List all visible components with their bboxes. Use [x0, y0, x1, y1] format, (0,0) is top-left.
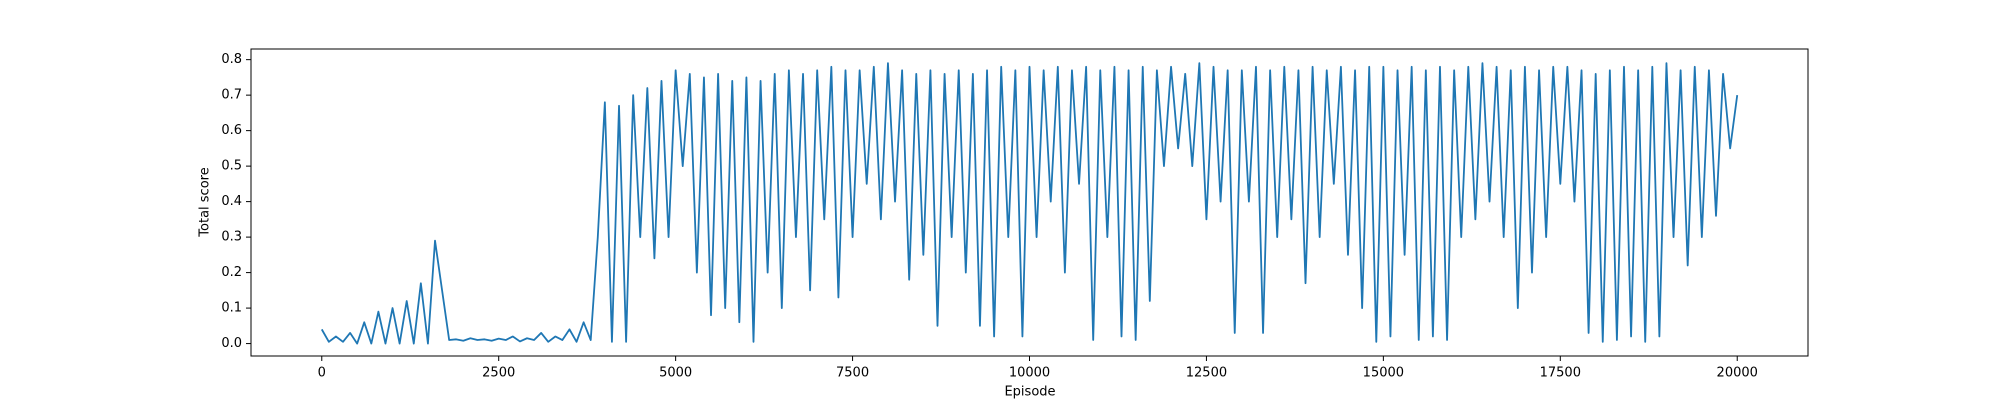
x-tick-label: 7500: [836, 366, 869, 381]
y-tick-label: 0.6: [221, 123, 242, 138]
line-series: [320, 62, 1739, 345]
x-tick-label: 17500: [1540, 366, 1581, 381]
y-axis-label: Total score: [198, 167, 213, 237]
y-tick-label: 0.3: [221, 230, 242, 245]
x-tick-label: 10000: [1009, 366, 1050, 381]
y-tick-label: 0.5: [221, 159, 242, 174]
x-tick-label: 12500: [1186, 366, 1227, 381]
y-tick-label: 0.0: [221, 336, 242, 351]
y-tick-label: 0.2: [221, 265, 242, 280]
x-tick-label: 2500: [482, 366, 515, 381]
x-tick-label: 20000: [1717, 366, 1758, 381]
x-tick-label: 15000: [1363, 366, 1404, 381]
y-tick-label: 0.4: [221, 194, 242, 209]
x-tick-label: 5000: [659, 366, 692, 381]
y-tick-label: 0.7: [221, 88, 242, 103]
x-tick-label: 0: [318, 366, 326, 381]
y-tick-label: 0.1: [221, 301, 242, 316]
x-axis-label: Episode: [1004, 385, 1055, 400]
plot-frame: [250, 48, 1809, 357]
y-tick-label: 0.8: [221, 52, 242, 67]
